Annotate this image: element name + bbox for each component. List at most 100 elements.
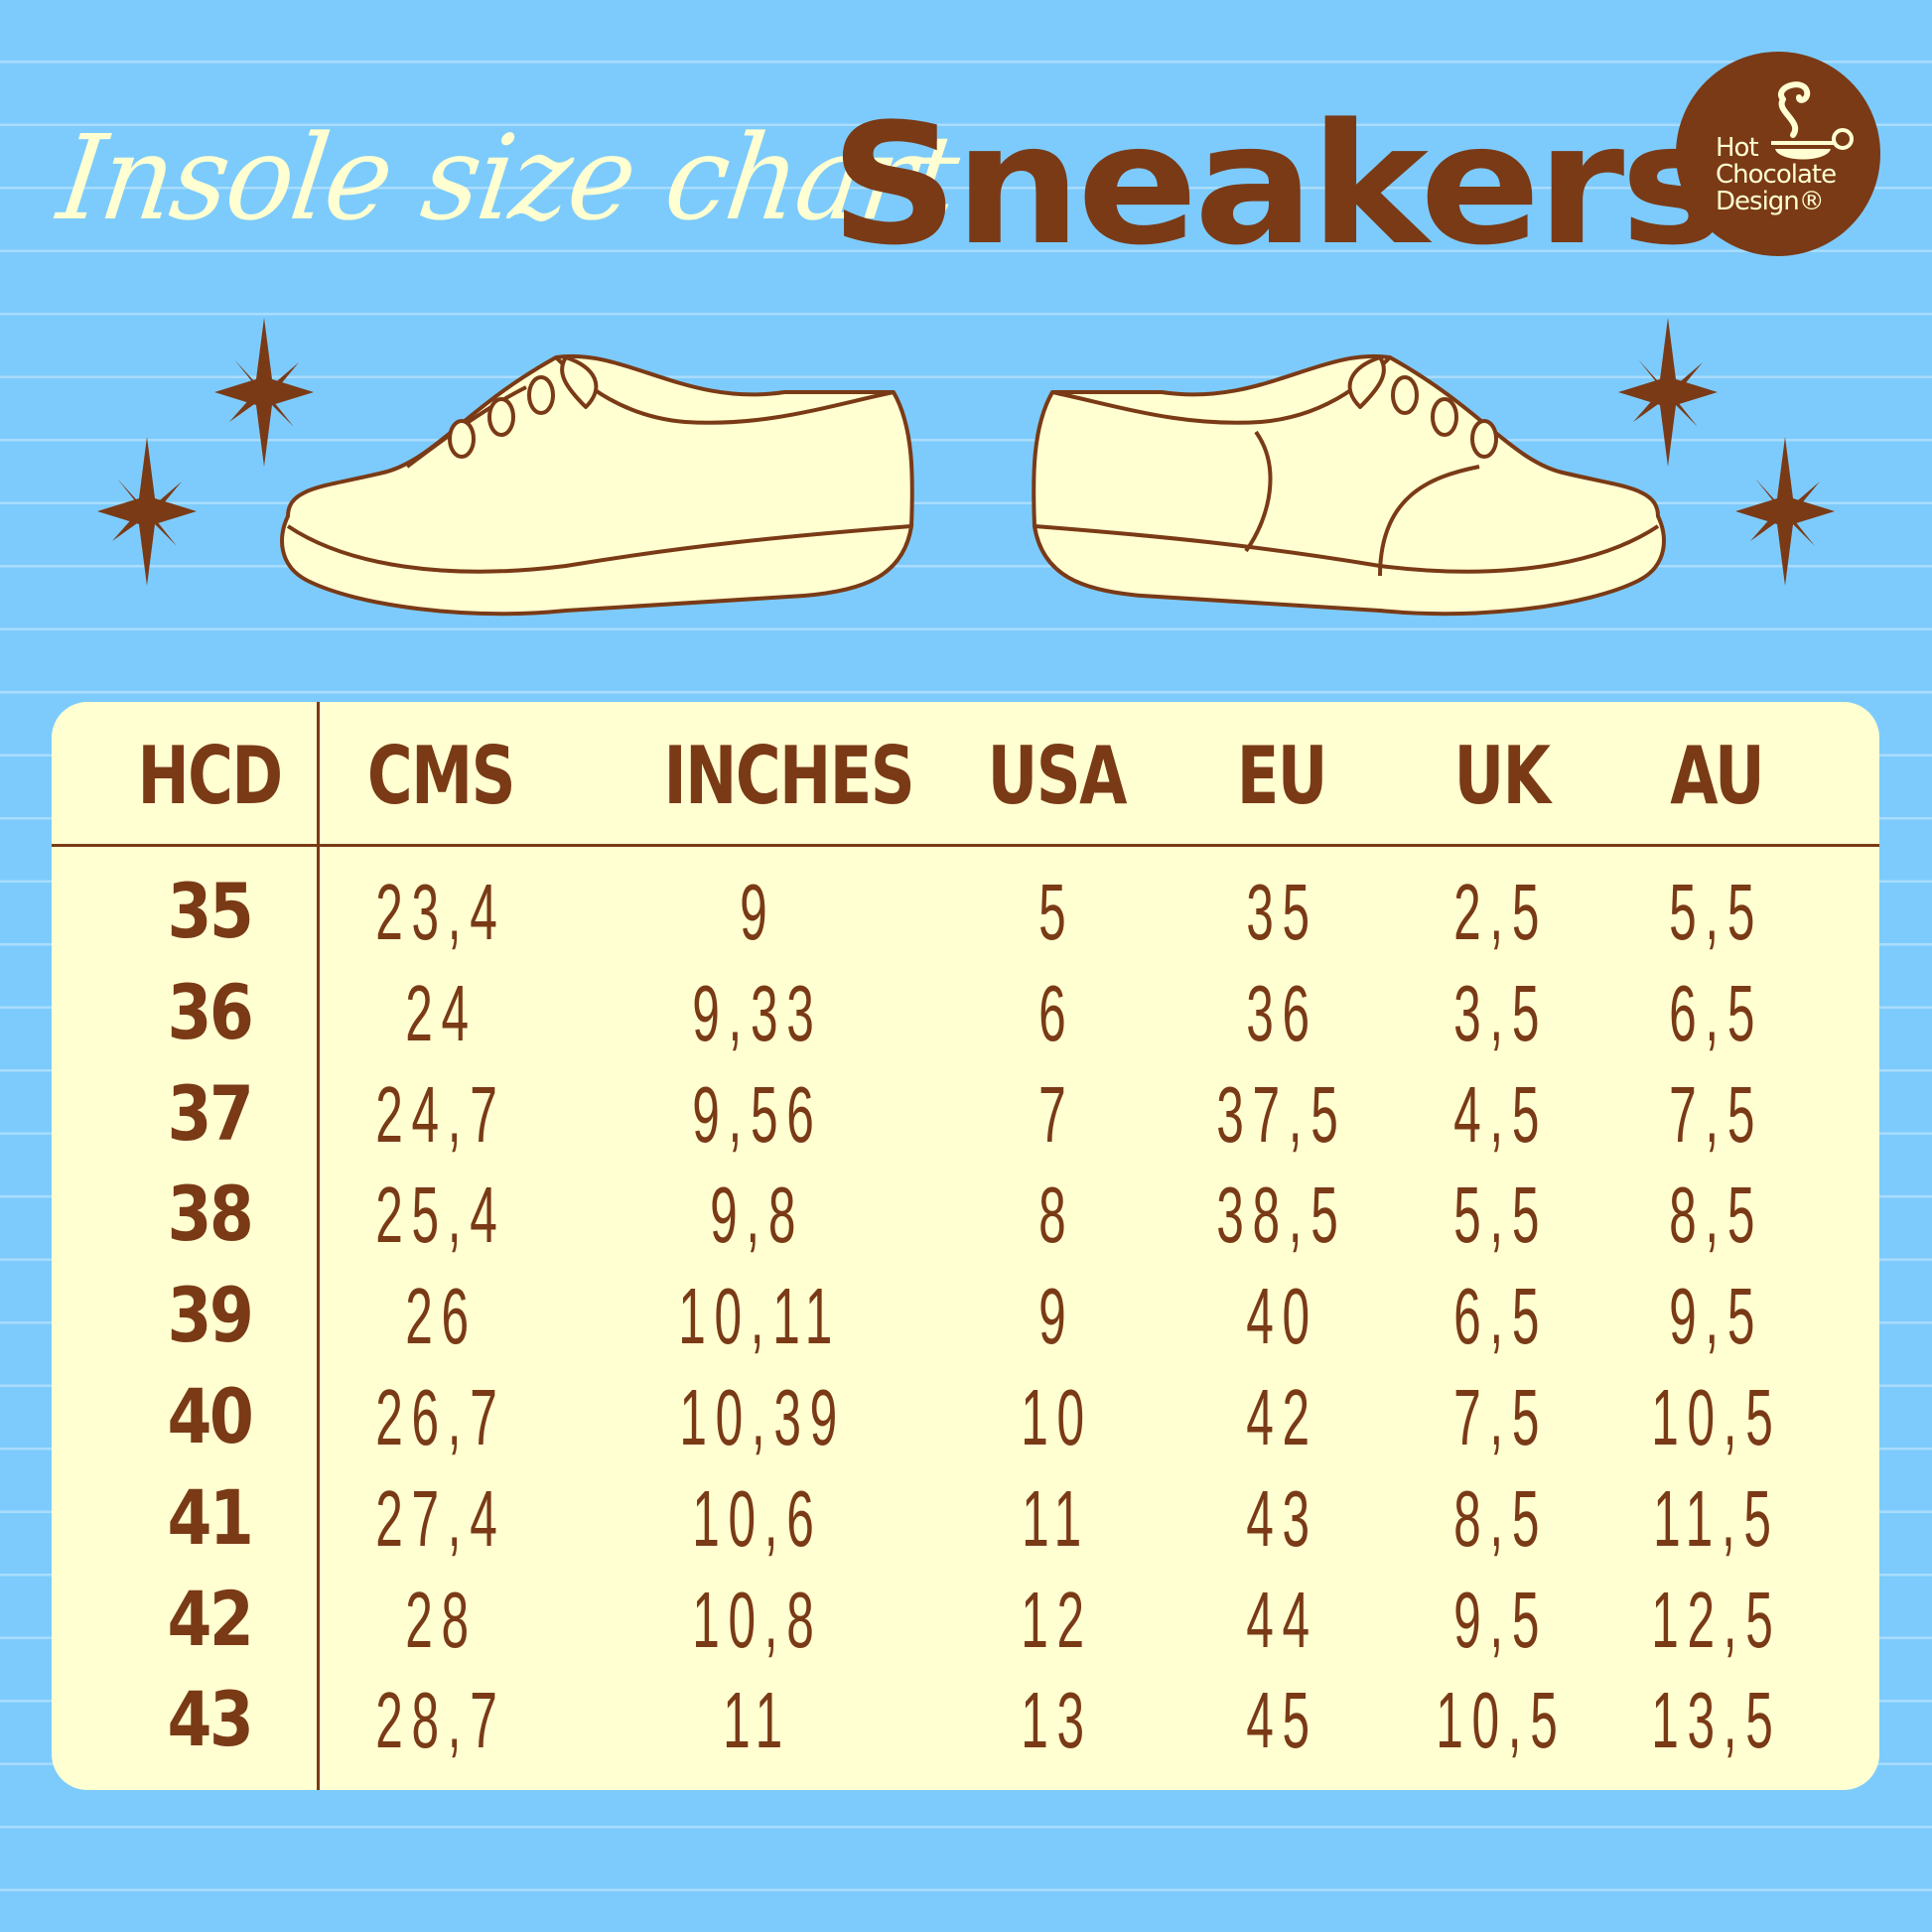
table-cell-uk: 8,5	[1372, 1473, 1630, 1565]
table-cell-hcd: 42	[80, 1575, 339, 1663]
cell-value: 26,7	[375, 1373, 506, 1461]
column-header-hcd: HCD	[80, 730, 339, 822]
cell-value: 10,11	[678, 1272, 842, 1361]
page-title: Sneakers	[830, 87, 1726, 282]
table-cell-eu: 38,5	[1153, 1170, 1411, 1261]
column-header-au: AU	[1587, 730, 1846, 822]
table-cell-au: 9,5	[1587, 1271, 1846, 1362]
cell-value: 9,5	[1453, 1575, 1549, 1664]
cell-value: 37,5	[1216, 1069, 1347, 1159]
table-cell-hcd: 38	[80, 1170, 339, 1258]
logo-text-line: Hot	[1716, 133, 1759, 163]
table-cell-inches: 9	[628, 867, 887, 958]
table-cell-usa: 11	[927, 1473, 1185, 1565]
cell-value: 7	[1037, 1069, 1075, 1159]
cell-value: 13	[1020, 1676, 1093, 1765]
cell-value: 37	[167, 1068, 254, 1158]
table-cell-hcd: 36	[80, 968, 339, 1056]
table-cell-inches: 10,39	[628, 1372, 887, 1463]
table-cell-uk: 10,5	[1372, 1675, 1630, 1766]
cell-value: 9	[739, 868, 776, 956]
table-cell-uk: 3,5	[1372, 968, 1630, 1059]
column-header-label: USA	[987, 730, 1127, 822]
cell-value: 24,7	[375, 1069, 506, 1159]
cell-value: 9	[1037, 1272, 1075, 1361]
cell-value: 7,5	[1453, 1373, 1549, 1461]
cell-value: 42	[167, 1574, 254, 1663]
cell-value: 8,5	[1453, 1473, 1549, 1563]
table-cell-usa: 12	[927, 1575, 1185, 1666]
column-header-label: INCHES	[663, 730, 914, 822]
table-cell-hcd: 35	[80, 867, 339, 955]
table-cell-inches: 9,56	[628, 1069, 887, 1161]
table-cell-uk: 9,5	[1372, 1575, 1630, 1666]
table-cell-cms: 24,7	[312, 1069, 570, 1161]
table-cell-au: 10,5	[1587, 1372, 1846, 1463]
table-cell-usa: 9	[927, 1271, 1185, 1362]
cell-value: 12,5	[1651, 1575, 1782, 1664]
cell-value: 44	[1245, 1575, 1318, 1664]
cell-value: 43	[1245, 1473, 1318, 1563]
column-header-label: UK	[1453, 730, 1550, 822]
cell-value: 11	[1022, 1473, 1091, 1563]
cell-value: 3,5	[1453, 968, 1549, 1057]
table-cell-eu: 36	[1153, 968, 1411, 1059]
cell-value: 7,5	[1669, 1069, 1764, 1159]
cell-value: 43	[167, 1675, 254, 1764]
cell-value: 4,5	[1453, 1069, 1549, 1159]
table-cell-usa: 13	[927, 1675, 1185, 1766]
table-cell-uk: 2,5	[1372, 867, 1630, 958]
table-cell-au: 7,5	[1587, 1069, 1846, 1161]
table-cell-eu: 45	[1153, 1675, 1411, 1766]
star-icon	[1735, 437, 1835, 586]
table-cell-cms: 26	[312, 1271, 570, 1362]
cell-value: 27,4	[375, 1473, 506, 1563]
cell-value: 8	[1037, 1171, 1075, 1260]
star-icon	[97, 437, 197, 586]
cell-value: 38	[167, 1170, 254, 1259]
cell-value: 36	[1245, 968, 1318, 1057]
brand-logo: Hot Chocolate Design®	[1676, 52, 1880, 256]
cell-value: 6,5	[1453, 1272, 1549, 1361]
table-cell-uk: 6,5	[1372, 1271, 1630, 1362]
cell-value: 28	[404, 1575, 478, 1664]
table-cell-cms: 28,7	[312, 1675, 570, 1766]
cell-value: 5,5	[1669, 868, 1764, 956]
column-header-label: AU	[1670, 730, 1764, 822]
cell-value: 10,5	[1436, 1676, 1567, 1765]
column-divider	[317, 702, 320, 1790]
right-sneaker-illustration	[1032, 353, 1666, 617]
cell-value: 11,5	[1653, 1473, 1780, 1563]
cell-value: 8,5	[1669, 1171, 1764, 1260]
cell-value: 10,5	[1651, 1373, 1782, 1461]
table-cell-au: 11,5	[1587, 1473, 1846, 1565]
logo-text-line: Design®	[1716, 187, 1825, 216]
table-cell-inches: 9,33	[628, 968, 887, 1059]
column-header-label: HCD	[137, 730, 283, 822]
table-cell-usa: 8	[927, 1170, 1185, 1261]
cell-value: 26	[404, 1272, 478, 1361]
cell-value: 35	[167, 867, 254, 955]
table-cell-cms: 26,7	[312, 1372, 570, 1463]
table-cell-inches: 9,8	[628, 1170, 887, 1261]
table-cell-uk: 4,5	[1372, 1069, 1630, 1161]
table-cell-uk: 7,5	[1372, 1372, 1630, 1463]
logo-text-line: Chocolate	[1716, 160, 1837, 190]
table-cell-uk: 5,5	[1372, 1170, 1630, 1261]
table-cell-inches: 10,8	[628, 1575, 887, 1666]
table-cell-usa: 5	[927, 867, 1185, 958]
cell-value: 40	[167, 1372, 254, 1460]
cell-value: 45	[1245, 1676, 1318, 1765]
table-cell-cms: 24	[312, 968, 570, 1059]
column-header-label: EU	[1236, 730, 1328, 822]
cell-value: 9,5	[1669, 1272, 1764, 1361]
column-header-eu: EU	[1153, 730, 1411, 822]
table-cell-cms: 25,4	[312, 1170, 570, 1261]
table-cell-hcd: 43	[80, 1675, 339, 1763]
cell-value: 10	[1020, 1373, 1093, 1461]
cell-value: 36	[167, 967, 254, 1056]
table-cell-au: 5,5	[1587, 867, 1846, 958]
table-cell-au: 6,5	[1587, 968, 1846, 1059]
cell-value: 39	[167, 1271, 254, 1360]
column-header-usa: USA	[927, 730, 1185, 822]
